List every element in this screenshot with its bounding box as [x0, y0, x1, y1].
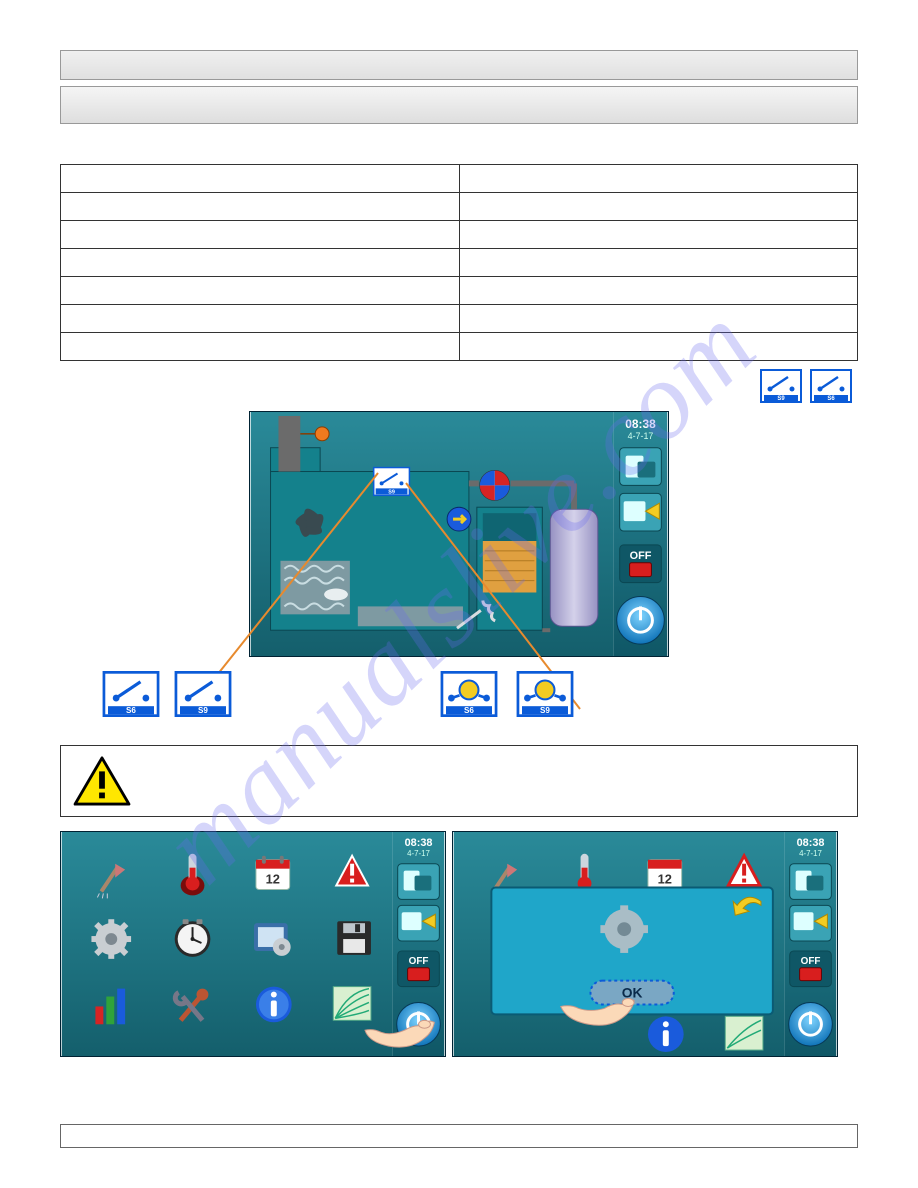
- manual-page: manualslive.com S9 S6: [0, 0, 918, 1188]
- svg-text:S6: S6: [464, 706, 474, 715]
- sidebar-button-2[interactable]: [790, 905, 832, 941]
- lamp-s6-icon: S6: [440, 671, 498, 717]
- header-bar-1: [60, 50, 858, 80]
- spec-table: [60, 164, 858, 361]
- clock-time: 08:38: [625, 417, 656, 431]
- lamp-s9-icon: S9: [516, 671, 574, 717]
- svg-text:S9: S9: [388, 489, 395, 495]
- warning-icon: [73, 756, 131, 806]
- table-cell: [459, 305, 858, 333]
- power-button[interactable]: [617, 596, 665, 644]
- table-cell: [61, 333, 460, 361]
- menu-screen: 08:38 4-7-17 OFF 12: [60, 831, 446, 1057]
- table-cell: [61, 249, 460, 277]
- off-button[interactable]: OFF: [790, 951, 832, 987]
- svg-text:OFF: OFF: [409, 956, 429, 967]
- sidebar-button-1[interactable]: [398, 864, 440, 900]
- table-cell: [459, 193, 858, 221]
- table-cell: [459, 249, 858, 277]
- settings-gear-icon[interactable]: [91, 919, 131, 959]
- table-cell: [61, 305, 460, 333]
- table-cell: [61, 277, 460, 305]
- switch-s6-icon: S6: [810, 369, 852, 403]
- warning-block: [60, 745, 858, 817]
- table-cell: [61, 221, 460, 249]
- table-cell: [459, 165, 858, 193]
- svg-text:OFF: OFF: [630, 550, 652, 562]
- svg-text:S9: S9: [777, 396, 785, 402]
- mixing-valve-icon: [480, 471, 510, 501]
- table-row: [61, 193, 858, 221]
- svg-text:S9: S9: [540, 706, 550, 715]
- sidebar-button-1[interactable]: [790, 864, 832, 900]
- menu-screen-popup: 08:38 4-7-17 OFF 12: [452, 831, 838, 1057]
- svg-text:08:38: 08:38: [405, 837, 433, 849]
- table-row: [61, 333, 858, 361]
- inline-switch-icons: S9 S6: [60, 369, 854, 403]
- table-cell: [61, 193, 460, 221]
- svg-text:08:38: 08:38: [797, 837, 825, 849]
- save-floppy-icon[interactable]: [337, 921, 371, 955]
- table-row: [61, 165, 858, 193]
- svg-text:4-7-17: 4-7-17: [407, 849, 430, 858]
- table-row: [61, 249, 858, 277]
- off-button[interactable]: OFF: [620, 545, 662, 583]
- table-row: [61, 221, 858, 249]
- boiler-main-screen: 08:38 4-7-17 OFF: [249, 411, 669, 657]
- svg-text:S6: S6: [126, 706, 136, 715]
- svg-text:OK: OK: [622, 985, 643, 1001]
- table-cell: [459, 277, 858, 305]
- info-icon[interactable]: [256, 987, 292, 1023]
- calendar-icon[interactable]: 12: [256, 856, 290, 890]
- sidebar-button-2[interactable]: [398, 905, 440, 941]
- clock-date: 4-7-17: [628, 431, 654, 441]
- settings-popup: OK: [491, 888, 772, 1015]
- boiler-switch-badge: S9: [374, 468, 410, 496]
- footer-bar: [60, 1124, 858, 1148]
- svg-text:OFF: OFF: [801, 956, 821, 967]
- table-row: [61, 277, 858, 305]
- svg-text:S9: S9: [198, 706, 208, 715]
- switch-s9-open-icon: S9: [174, 671, 232, 717]
- table-cell: [459, 221, 858, 249]
- sidebar-button-2[interactable]: [620, 493, 662, 531]
- curves-icon[interactable]: [333, 987, 371, 1021]
- dual-menu-screens: 08:38 4-7-17 OFF 12: [60, 831, 858, 1057]
- svg-text:12: 12: [266, 872, 280, 887]
- svg-text:S6: S6: [827, 396, 835, 402]
- header-bar-2: [60, 86, 858, 124]
- table-cell: [61, 165, 460, 193]
- callout-icon-row: S6 S9 S6: [60, 661, 858, 731]
- power-button[interactable]: [789, 1002, 833, 1046]
- off-button[interactable]: OFF: [398, 951, 440, 987]
- table-cell: [459, 333, 858, 361]
- switch-s6-open-icon: S6: [102, 671, 160, 717]
- switch-s9-icon: S9: [760, 369, 802, 403]
- sidebar-button-1[interactable]: [620, 448, 662, 486]
- table-row: [61, 305, 858, 333]
- svg-text:4-7-17: 4-7-17: [799, 849, 822, 858]
- svg-text:12: 12: [658, 872, 672, 887]
